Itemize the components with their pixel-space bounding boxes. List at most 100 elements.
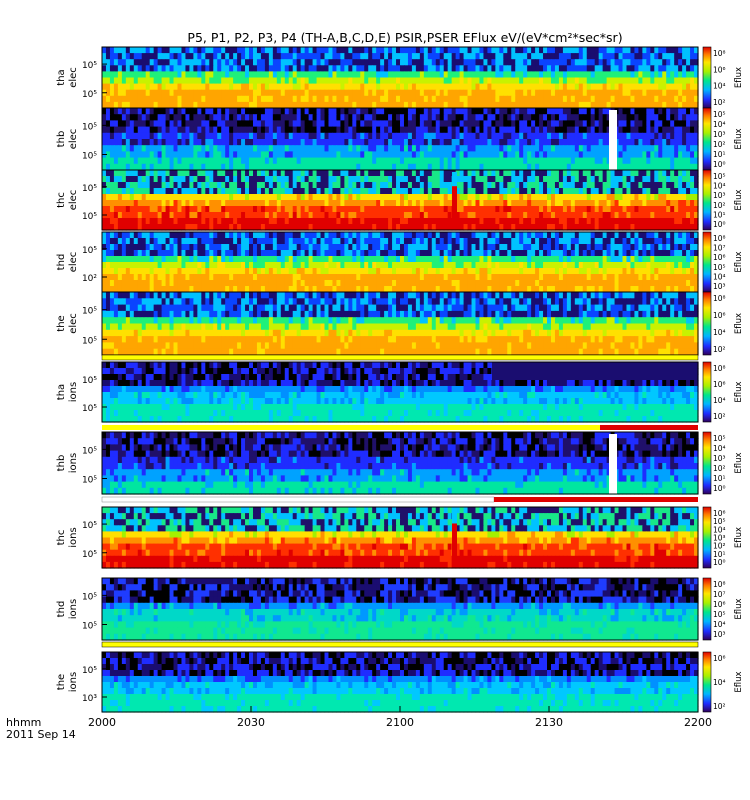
spectrogram-cell [392,224,397,231]
spectrogram-cell [447,126,453,134]
spectrogram-cell [622,194,628,201]
spectrogram-cell [181,194,187,201]
spectrogram-cell [654,126,659,134]
spectrogram-cell [372,139,377,146]
spectrogram-cell [562,47,568,54]
spectrogram-cell [694,176,699,183]
spectrogram-cell [157,95,163,103]
spectrogram-cell [451,126,457,134]
spectrogram-cell [491,224,496,231]
spectrogram-cell [233,238,238,245]
spectrogram-cell [388,157,393,165]
spectrogram-cell [423,53,429,60]
spectrogram-cell [570,108,576,115]
spectrogram-cell [137,238,143,245]
spectrogram-cell [650,218,655,225]
spectrogram-cell [618,108,624,115]
spectrogram-cell [161,65,167,72]
spectrogram-cell [670,101,675,109]
spectrogram-cell [201,218,206,225]
spectrogram-cell [658,157,663,165]
spectrogram-cell [431,132,437,140]
spectrogram-cell [360,212,365,219]
spectrogram-cell [312,101,318,109]
spectrogram-cell [245,101,250,109]
spectrogram-cell [360,218,365,225]
spectrogram-cell [213,176,218,183]
spectrogram-cell [634,59,639,66]
spectrogram-cell [443,89,449,97]
spectrogram-cell [570,65,576,72]
spectrogram-cell [650,71,655,79]
spectrogram-cell [316,53,322,60]
spectrogram-cell [483,224,489,231]
spectrogram-cell [447,77,453,85]
spectrogram-cell [376,151,381,159]
spectrogram-cell [670,194,675,201]
spectrogram-cell [364,89,369,97]
spectrogram-cell [531,101,536,109]
spectrogram-cell [221,114,226,121]
spectrogram-cell [209,170,214,177]
spectrogram-cell [634,139,639,146]
spectrogram-cell [598,224,604,231]
spectrogram-cell [105,232,111,239]
spectrogram-cell [471,212,477,219]
spectrogram-cell [125,200,131,207]
spectrogram-cell [566,200,572,207]
spectrogram-cell [511,126,516,134]
spectrogram-cell [443,101,449,109]
spectrogram-cell [455,53,461,60]
spectrogram-cell [419,132,425,140]
colorbar-tick-label: 10⁶ [713,65,726,74]
spectrogram-cell [177,89,183,97]
spectrogram-cell [455,139,461,146]
spectrogram-cell [642,176,647,183]
spectrogram-cell [264,170,270,177]
spectrogram-cell [348,163,353,171]
spectrogram-cell [264,218,270,225]
spectrogram-cell [185,132,191,140]
spectrogram-cell [205,139,210,146]
spectrogram-cell [487,83,492,91]
spectrogram-cell [348,238,353,245]
spectrogram-cell [372,244,377,251]
spectrogram-cell [141,101,147,109]
spectrogram-cell [479,120,485,128]
spectrogram-cell [407,47,413,54]
spectrogram-cell [113,47,119,54]
spectrogram-cell [121,139,127,146]
spectrogram-cell [102,95,107,103]
spectrogram-cell [499,170,504,177]
spectrogram-cell [177,194,183,201]
spectrogram-cell [558,139,564,146]
spectrogram-cell [590,238,596,245]
spectrogram-cell [189,244,194,251]
spectrogram-cell [260,95,266,103]
spectrogram-cell [566,163,572,171]
spectrogram-cell [304,126,310,134]
spectrogram-cell [181,170,187,177]
spectrogram-cell [547,139,552,146]
spectrogram-cell [507,238,512,245]
spectrogram-cell [109,212,115,219]
spectrogram-cell [499,139,504,146]
spectrogram-cell [173,83,179,91]
spectrogram-cell [550,163,556,171]
spectrogram-cell [121,120,127,128]
spectrogram-cell [487,95,492,103]
spectrogram-cell [276,176,282,183]
spectrogram-cell [388,232,393,239]
spectrogram-cell [566,95,572,103]
spectrogram-cell [491,244,496,251]
spectrogram-cell [451,163,457,171]
spectrogram-cell [209,176,214,183]
spectrogram-cell [213,71,218,79]
spectrogram-cell [519,71,524,79]
spectrogram-cell [459,182,465,189]
spectrogram-cell [396,232,401,239]
spectrogram-cell [229,145,234,152]
spectrogram-cell [642,59,647,66]
spectrogram-cell [205,212,210,219]
spectrogram-cell [193,232,198,239]
